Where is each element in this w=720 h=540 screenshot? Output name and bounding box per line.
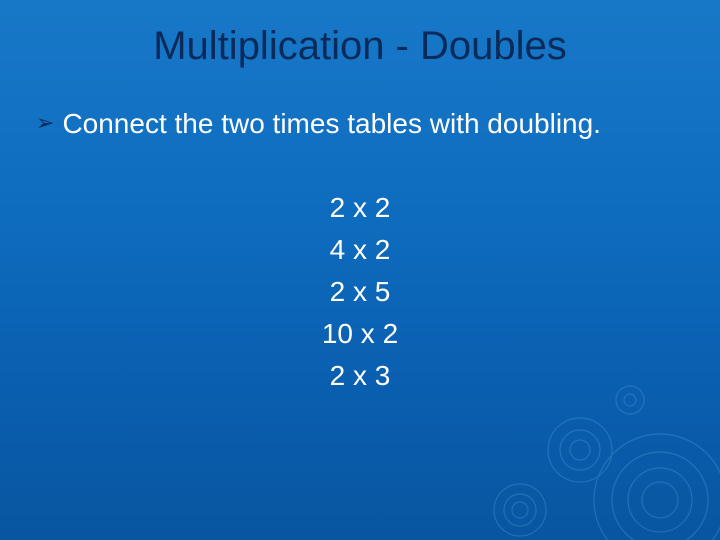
example-item: 10 x 2 [0, 313, 720, 355]
example-item: 2 x 3 [0, 355, 720, 397]
bullet-row: ➢ Connect the two times tables with doub… [0, 107, 720, 141]
example-item: 2 x 2 [0, 187, 720, 229]
slide: Multiplication - Doubles ➢ Connect the t… [0, 0, 720, 540]
bullet-marker-icon: ➢ [36, 107, 54, 139]
examples-list: 2 x 2 4 x 2 2 x 5 10 x 2 2 x 3 [0, 187, 720, 397]
slide-title: Multiplication - Doubles [0, 24, 720, 69]
bullet-text: Connect the two times tables with doubli… [62, 107, 601, 141]
example-item: 2 x 5 [0, 271, 720, 313]
example-item: 4 x 2 [0, 229, 720, 271]
